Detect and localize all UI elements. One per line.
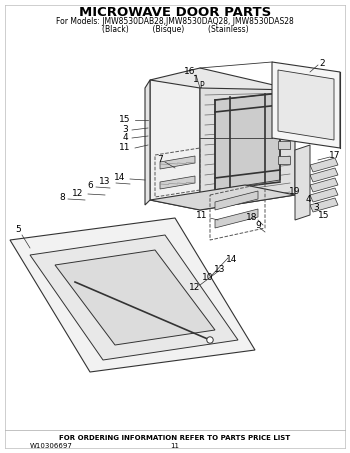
- Polygon shape: [215, 93, 280, 190]
- Text: 12: 12: [72, 188, 84, 198]
- Text: 14: 14: [114, 173, 126, 183]
- Circle shape: [207, 337, 213, 343]
- Text: For Models: JMW8530DAB28,JMW8530DAQ28, JMW8530DAS28: For Models: JMW8530DAB28,JMW8530DAQ28, J…: [56, 18, 294, 26]
- Text: (Black)          (Bisque)          (Stainless): (Black) (Bisque) (Stainless): [102, 25, 248, 34]
- Text: 3: 3: [122, 125, 128, 135]
- Polygon shape: [215, 209, 258, 228]
- Polygon shape: [310, 188, 338, 202]
- Polygon shape: [310, 158, 338, 172]
- Polygon shape: [278, 70, 334, 140]
- Text: P: P: [200, 82, 204, 91]
- Text: 6: 6: [87, 182, 93, 191]
- Polygon shape: [278, 116, 290, 124]
- Polygon shape: [150, 185, 295, 210]
- Text: 5: 5: [15, 226, 21, 235]
- Polygon shape: [55, 250, 215, 345]
- Text: W10306697: W10306697: [30, 443, 73, 449]
- Text: 1: 1: [193, 76, 199, 85]
- Polygon shape: [145, 80, 150, 205]
- Polygon shape: [200, 88, 295, 210]
- Text: 18: 18: [246, 213, 258, 222]
- Text: 10: 10: [202, 274, 214, 283]
- Text: 16: 16: [184, 67, 196, 77]
- Text: MICROWAVE DOOR PARTS: MICROWAVE DOOR PARTS: [79, 5, 271, 19]
- Polygon shape: [150, 80, 200, 210]
- Polygon shape: [10, 218, 255, 372]
- Text: 11: 11: [119, 144, 131, 153]
- Polygon shape: [215, 191, 258, 210]
- Polygon shape: [272, 62, 340, 148]
- Polygon shape: [30, 235, 238, 360]
- Polygon shape: [310, 198, 338, 212]
- Text: 4: 4: [122, 134, 128, 143]
- Polygon shape: [310, 178, 338, 192]
- Polygon shape: [150, 68, 295, 102]
- Polygon shape: [160, 176, 195, 189]
- Text: 15: 15: [119, 116, 131, 125]
- Text: 8: 8: [59, 193, 65, 202]
- Polygon shape: [310, 168, 338, 182]
- Text: 19: 19: [289, 188, 301, 197]
- Text: 13: 13: [214, 265, 226, 275]
- Polygon shape: [278, 141, 290, 149]
- Text: 15: 15: [318, 212, 330, 221]
- Text: FOR ORDERING INFORMATION REFER TO PARTS PRICE LIST: FOR ORDERING INFORMATION REFER TO PARTS …: [60, 435, 290, 441]
- Text: 14: 14: [226, 255, 238, 265]
- Text: 3: 3: [313, 203, 319, 212]
- Text: 12: 12: [189, 284, 201, 293]
- Text: 17: 17: [329, 150, 341, 159]
- Circle shape: [208, 338, 212, 342]
- Text: 11: 11: [170, 443, 180, 449]
- Text: 11: 11: [196, 211, 208, 220]
- Polygon shape: [295, 145, 310, 220]
- Polygon shape: [278, 156, 290, 164]
- Polygon shape: [160, 156, 195, 169]
- Text: 9: 9: [255, 222, 261, 231]
- Text: 4: 4: [305, 196, 311, 204]
- Text: 13: 13: [99, 178, 111, 187]
- Text: 7: 7: [157, 155, 163, 164]
- Text: 2: 2: [319, 58, 325, 67]
